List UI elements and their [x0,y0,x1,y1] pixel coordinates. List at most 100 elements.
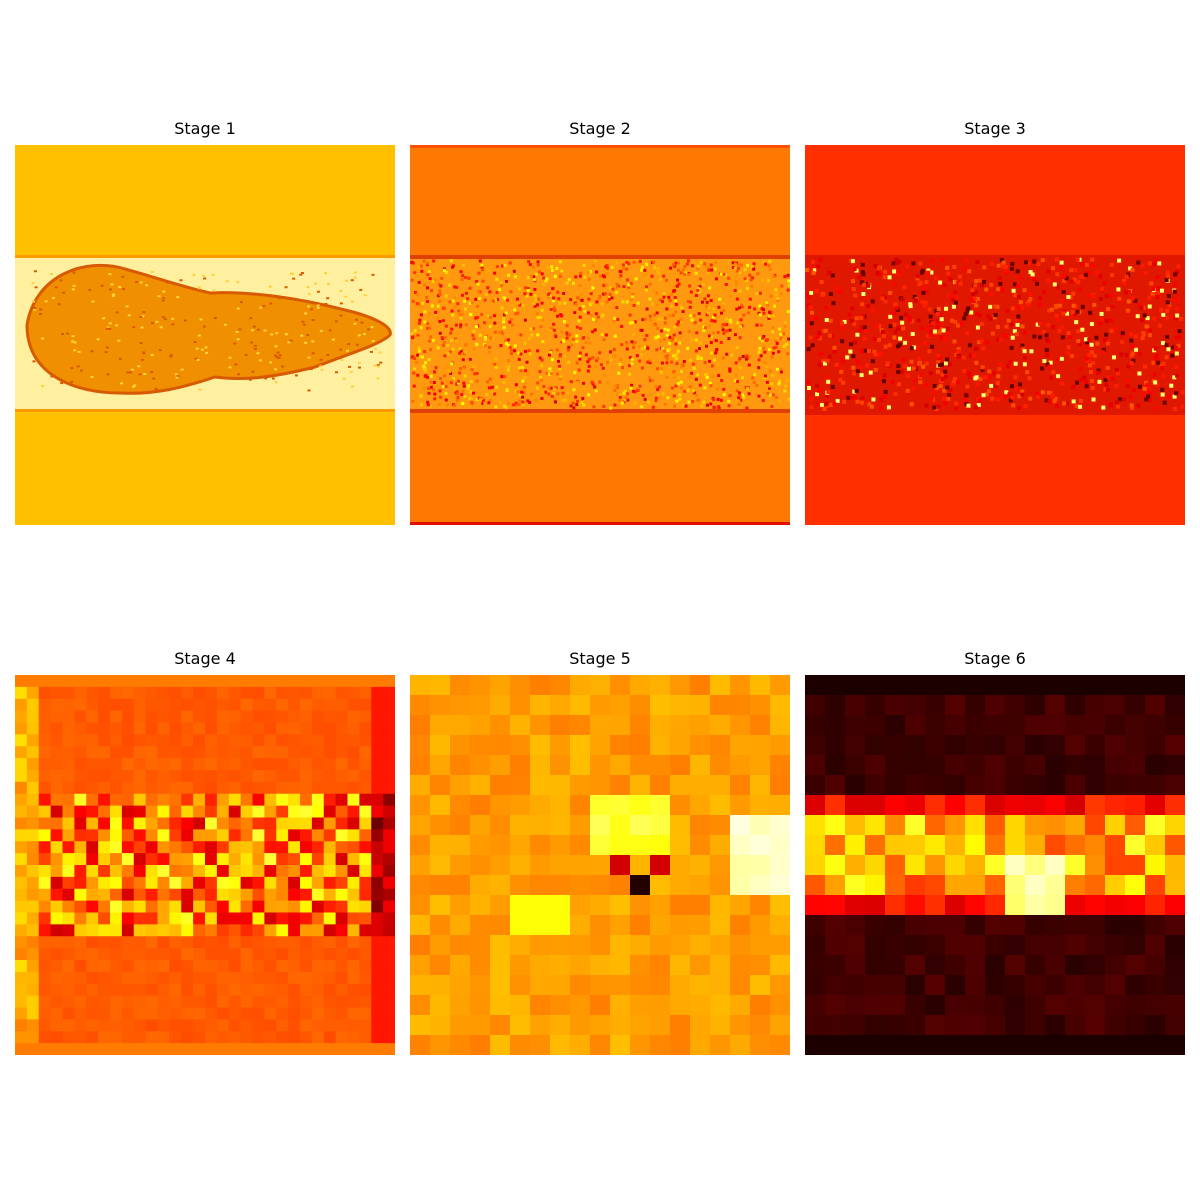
texture-speck [733,326,737,330]
heatmap-cell [865,855,886,876]
texture-speck [929,270,934,275]
texture-speck [572,406,576,410]
texture-speck [665,307,669,311]
texture-speck [992,315,997,320]
heatmap-cell [371,1019,384,1032]
texture-speck [717,305,721,309]
texture-speck [629,282,633,286]
heatmap-cell [193,734,206,747]
texture-speck [1177,334,1182,339]
heatmap-cell [86,853,99,866]
heatmap-cell [26,805,40,819]
texture-speck [688,358,692,362]
texture-speck [71,335,75,338]
heatmap-cell [371,876,384,890]
heatmap-cell [38,995,52,1009]
texture-speck [936,324,941,329]
heatmap-cell [1145,995,1166,1016]
texture-speck [968,374,973,379]
texture-speck [34,286,38,289]
heatmap-cell [145,675,159,688]
heatmap-cell [276,675,289,688]
texture-speck [577,319,581,323]
texture-speck [248,378,252,381]
texture-speck [885,361,890,366]
texture-speck [760,307,764,311]
texture-speck [665,357,669,361]
heatmap-cell [145,710,159,724]
texture-speck [423,369,427,373]
texture-speck [738,336,742,340]
heatmap-cell [347,865,360,878]
heatmap-cell [133,781,147,795]
heatmap-cell [730,895,751,916]
heatmap-cell [825,795,846,816]
texture-speck [202,274,206,277]
heatmap-cell [169,746,182,759]
texture-speck [426,273,430,277]
heatmap-cell [730,795,751,816]
heatmap-cell [805,935,826,956]
heatmap-cell [145,734,159,747]
texture-speck [592,405,596,409]
texture-speck [860,302,865,307]
heatmap-cell [530,715,551,736]
texture-speck [809,310,814,315]
heatmap-cell [169,675,182,688]
heatmap-cell [157,1031,170,1044]
texture-speck [306,285,310,288]
heatmap-cell [965,975,986,996]
texture-speck [483,344,487,348]
texture-speck [873,352,878,357]
texture-speck [1150,292,1155,297]
heatmap-cell [885,895,906,916]
texture-speck [72,271,76,274]
heatmap-cell [710,975,731,996]
heatmap-cell [38,865,52,878]
heatmap-cell [323,698,337,712]
texture-speck [743,260,747,264]
texture-speck [424,295,428,299]
texture-speck [602,275,606,279]
texture-speck [605,266,609,270]
texture-speck [423,310,427,314]
heatmap-cell [371,900,384,914]
texture-speck [652,289,656,293]
heatmap-cell [359,686,372,700]
texture-speck [558,274,562,278]
heatmap-cell [74,983,87,997]
texture-speck [1170,345,1175,350]
texture-speck [433,392,437,396]
heatmap-cell [1085,835,1106,856]
texture-speck [1162,400,1167,405]
heatmap-cell [335,912,349,925]
heatmap-cell [145,686,159,700]
heatmap-cell [311,876,325,890]
texture-speck [734,283,738,287]
texture-speck [713,313,717,317]
texture-speck [589,313,593,317]
texture-speck [528,263,532,267]
texture-speck [450,338,454,342]
texture-speck [560,340,564,344]
texture-speck [1042,359,1047,364]
heatmap-cell [26,675,40,688]
heatmap-cell [323,734,337,747]
texture-speck [1141,391,1146,396]
texture-speck [195,347,199,350]
heatmap-cell [1045,935,1066,956]
texture-speck [289,272,293,275]
texture-speck [775,367,779,371]
heatmap-cell [750,955,771,976]
heatmap-cell [885,875,906,896]
texture-speck [1146,394,1151,399]
texture-speck [1160,340,1165,345]
texture-speck [663,402,667,406]
heatmap-cell [121,710,135,724]
heatmap-cell [383,900,395,914]
heatmap-cell [690,795,711,816]
heatmap-cell [169,912,182,925]
texture-speck [287,341,291,344]
texture-speck [353,276,357,279]
texture-speck [1023,404,1028,409]
